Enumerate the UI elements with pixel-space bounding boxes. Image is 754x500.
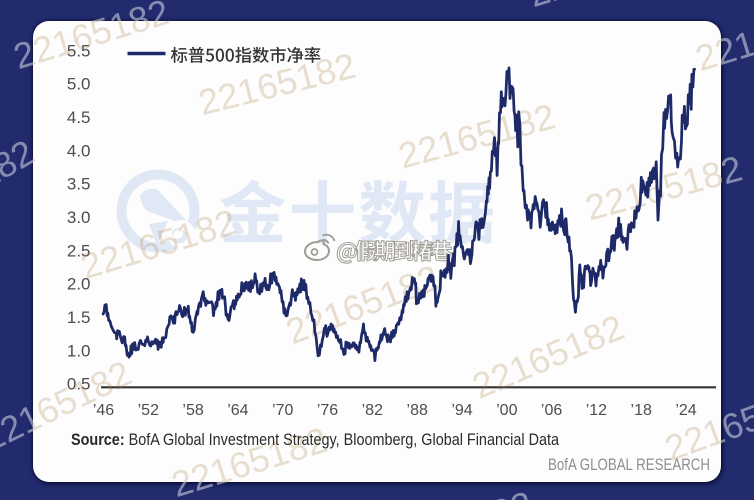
svg-text:’46: ’46 [93, 402, 114, 419]
svg-text:22165182: 22165182 [372, 483, 537, 500]
svg-text:’00: ’00 [496, 402, 517, 419]
svg-text:4.5: 4.5 [67, 108, 91, 127]
svg-text:’76: ’76 [317, 402, 338, 419]
svg-text:22165182: 22165182 [394, 95, 559, 176]
svg-text:’82: ’82 [362, 402, 383, 419]
svg-text:4.0: 4.0 [67, 141, 91, 160]
svg-text:BofA GLOBAL RESEARCH: BofA GLOBAL RESEARCH [548, 455, 710, 474]
svg-text:1.5: 1.5 [67, 308, 91, 327]
svg-text:’94: ’94 [451, 402, 472, 419]
svg-text:’88: ’88 [407, 402, 428, 419]
svg-text:22165182: 22165182 [0, 131, 41, 247]
svg-text:’18: ’18 [631, 402, 652, 419]
svg-text:22165182: 22165182 [524, 0, 689, 15]
svg-text:’58: ’58 [182, 402, 203, 419]
svg-text:’64: ’64 [227, 402, 248, 419]
svg-text:’06: ’06 [541, 402, 562, 419]
svg-text:3.5: 3.5 [67, 175, 91, 194]
svg-text:22165182: 22165182 [194, 45, 359, 124]
svg-text:2.5: 2.5 [67, 241, 91, 260]
svg-text:2.0: 2.0 [67, 275, 91, 294]
svg-text:’52: ’52 [138, 402, 159, 419]
svg-text:0.5: 0.5 [67, 375, 91, 394]
svg-text:’24: ’24 [675, 402, 696, 419]
svg-text:’70: ’70 [272, 402, 293, 419]
svg-text:22165182: 22165182 [466, 306, 629, 406]
svg-text:Source: BofA Global Investment: Source: BofA Global Investment Strategy,… [71, 431, 560, 449]
svg-text:3.0: 3.0 [67, 208, 91, 227]
svg-text:5.0: 5.0 [67, 75, 91, 94]
svg-text:1.0: 1.0 [67, 341, 91, 360]
svg-text:5.5: 5.5 [67, 41, 91, 60]
svg-text:’12: ’12 [586, 402, 607, 419]
